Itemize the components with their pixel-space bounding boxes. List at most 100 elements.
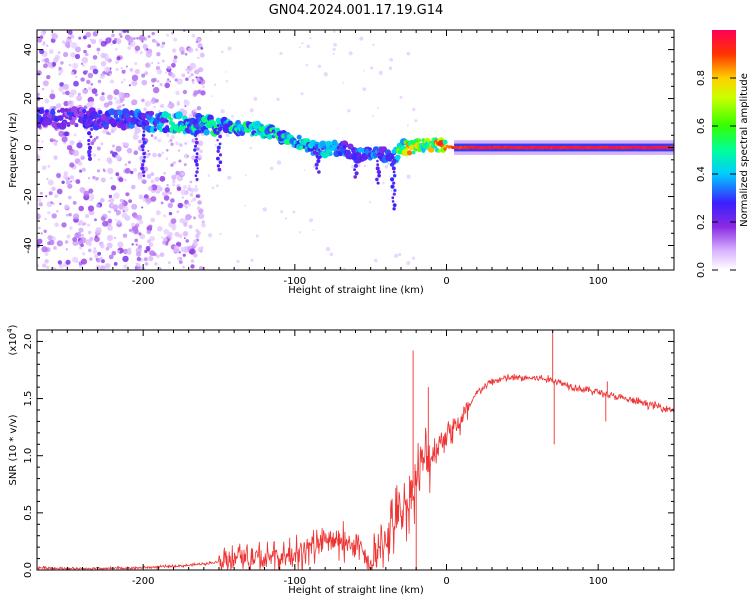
noise-cell — [163, 214, 167, 218]
noise-cell — [48, 49, 54, 54]
noise-cell — [183, 237, 186, 240]
noise-cell — [121, 69, 126, 74]
noise-cell — [38, 202, 43, 207]
noise-cell — [108, 194, 113, 199]
ridge-spike-cell — [352, 152, 358, 157]
noise-cell — [183, 99, 187, 103]
ridge-cell — [395, 154, 401, 161]
noise-cell — [118, 32, 122, 36]
ridge-spike-cell — [216, 124, 220, 127]
noise-cell — [56, 172, 61, 178]
noise-cell — [162, 59, 165, 63]
ridge-cell — [421, 149, 426, 153]
noise-cell — [184, 52, 188, 56]
noise-cell — [411, 256, 416, 260]
noise-cell — [372, 43, 375, 46]
colorbar-tick-label: 0.4 — [696, 166, 707, 182]
noise-cell — [112, 144, 115, 148]
noise-cell — [105, 37, 112, 44]
noise-cell — [100, 52, 106, 59]
noise-cell — [108, 100, 113, 106]
ridge-spike-cell — [392, 158, 397, 164]
noise-cell — [171, 223, 177, 229]
noise-cell — [94, 93, 98, 97]
noise-cell — [175, 90, 180, 96]
noise-cell — [95, 176, 99, 181]
noise-cell — [153, 136, 158, 140]
noise-cell — [43, 41, 46, 44]
noise-cell — [170, 163, 174, 167]
noise-cell — [168, 211, 173, 216]
noise-cell — [96, 203, 101, 208]
noise-cell — [134, 127, 141, 134]
ridge-spike-cell — [217, 167, 222, 172]
noise-cell — [169, 139, 173, 142]
noise-cell — [255, 234, 259, 238]
ridge-spike-cell — [142, 152, 146, 156]
noise-cell — [185, 239, 189, 243]
noise-cell — [370, 66, 374, 70]
noise-cell — [276, 97, 280, 102]
ridge-spike-cell — [389, 162, 395, 167]
noise-cell — [136, 256, 142, 262]
noise-cell — [142, 43, 148, 50]
noise-cell — [127, 160, 131, 164]
noise-cell — [87, 223, 90, 227]
noise-cell — [171, 62, 176, 68]
noise-cell — [312, 165, 316, 168]
snr-x-axis-label: Height of straight line (km) — [288, 585, 424, 596]
noise-cell — [199, 52, 205, 58]
noise-cell — [298, 46, 301, 49]
noise-cell — [193, 187, 199, 192]
noise-cell — [155, 210, 161, 216]
noise-cell — [300, 92, 304, 96]
noise-cell — [120, 80, 124, 84]
ridge-spike-cell — [142, 126, 146, 130]
noise-cell — [53, 139, 56, 142]
noise-cell — [78, 227, 84, 233]
noise-cell — [165, 157, 169, 160]
noise-cell — [340, 267, 343, 270]
noise-cell — [174, 78, 178, 82]
ridge-spike-cell — [353, 175, 358, 179]
noise-cell — [170, 198, 175, 203]
ridge-spike-cell — [377, 152, 381, 156]
noise-cell — [378, 70, 383, 75]
noise-cell — [189, 113, 194, 118]
ridge-cell — [169, 117, 173, 122]
noise-cell — [156, 254, 160, 259]
noise-cell — [56, 188, 63, 195]
ridge-spike-cell — [390, 155, 395, 160]
noise-cell — [178, 233, 183, 238]
noise-cell — [72, 62, 79, 69]
noise-cell — [136, 262, 141, 268]
ridge-cell — [165, 119, 169, 123]
ridge-spike-cell — [376, 159, 379, 163]
noise-cell — [115, 67, 119, 72]
noise-cell — [41, 165, 47, 171]
noise-cell — [193, 108, 198, 113]
ridge-spike-cell — [87, 131, 92, 136]
noise-cell — [387, 162, 390, 166]
noise-cell — [75, 179, 81, 184]
ridge-cell — [322, 145, 327, 150]
noise-cell — [79, 169, 83, 173]
noise-cell — [125, 93, 129, 98]
y-tick-label: 1.5 — [23, 391, 34, 407]
x-tick-label: -100 — [283, 276, 306, 287]
ridge-cell — [153, 124, 157, 128]
noise-cell — [176, 102, 180, 106]
noise-cell — [92, 249, 98, 254]
noise-cell — [88, 86, 92, 91]
noise-cell — [81, 234, 84, 237]
ridge-cell — [50, 110, 56, 116]
noise-cell — [187, 47, 194, 53]
ridge-spike-cell — [392, 181, 396, 185]
noise-cell — [98, 38, 103, 43]
ridge-spike-cell — [193, 148, 197, 152]
noise-cell — [110, 129, 115, 134]
noise-cell — [88, 242, 92, 247]
colorbar-tick-label: 0.0 — [696, 262, 707, 278]
noise-cell — [157, 153, 162, 158]
